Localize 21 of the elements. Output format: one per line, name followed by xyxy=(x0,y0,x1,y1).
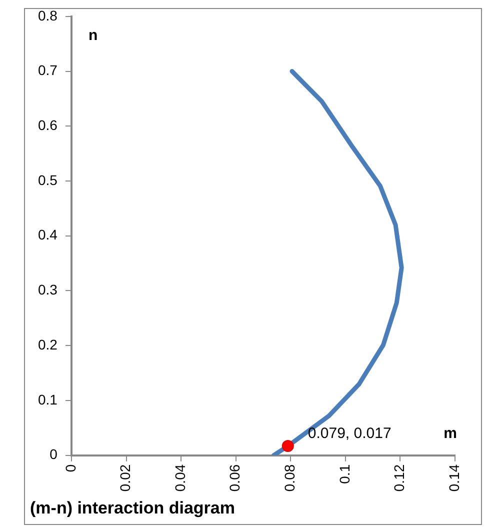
y-tick-label: 0.2 xyxy=(38,336,58,352)
x-tick-label: 0 xyxy=(62,464,78,472)
x-tick-label: 0.12 xyxy=(391,464,408,492)
y-tick-label: 0.4 xyxy=(38,226,58,243)
x-tick-label: 0.1 xyxy=(336,464,352,484)
x-tick-label: 0.06 xyxy=(226,464,243,492)
text: (m-n) interaction diagram xyxy=(30,498,235,518)
y-tick-label: 0 xyxy=(50,446,58,462)
x-axis-title: m xyxy=(444,424,457,442)
y-tick-label: 0.6 xyxy=(38,116,58,133)
y-tick-label: 0.8 xyxy=(38,7,58,24)
y-tick-label: 0.1 xyxy=(38,391,58,408)
y-tick-label: 0.7 xyxy=(38,62,58,78)
x-tick-label: 0.14 xyxy=(446,464,462,492)
annotation: 0.079, 0.017 xyxy=(308,425,392,442)
y-tick-label: 0.3 xyxy=(38,282,58,298)
x-tick-label: 0.02 xyxy=(117,464,134,492)
x-tick-label: 0.04 xyxy=(172,464,188,492)
x-tick-label: 0.08 xyxy=(281,464,298,492)
y-tick-label: 0.5 xyxy=(38,172,58,188)
y-axis-title: n xyxy=(88,27,98,44)
